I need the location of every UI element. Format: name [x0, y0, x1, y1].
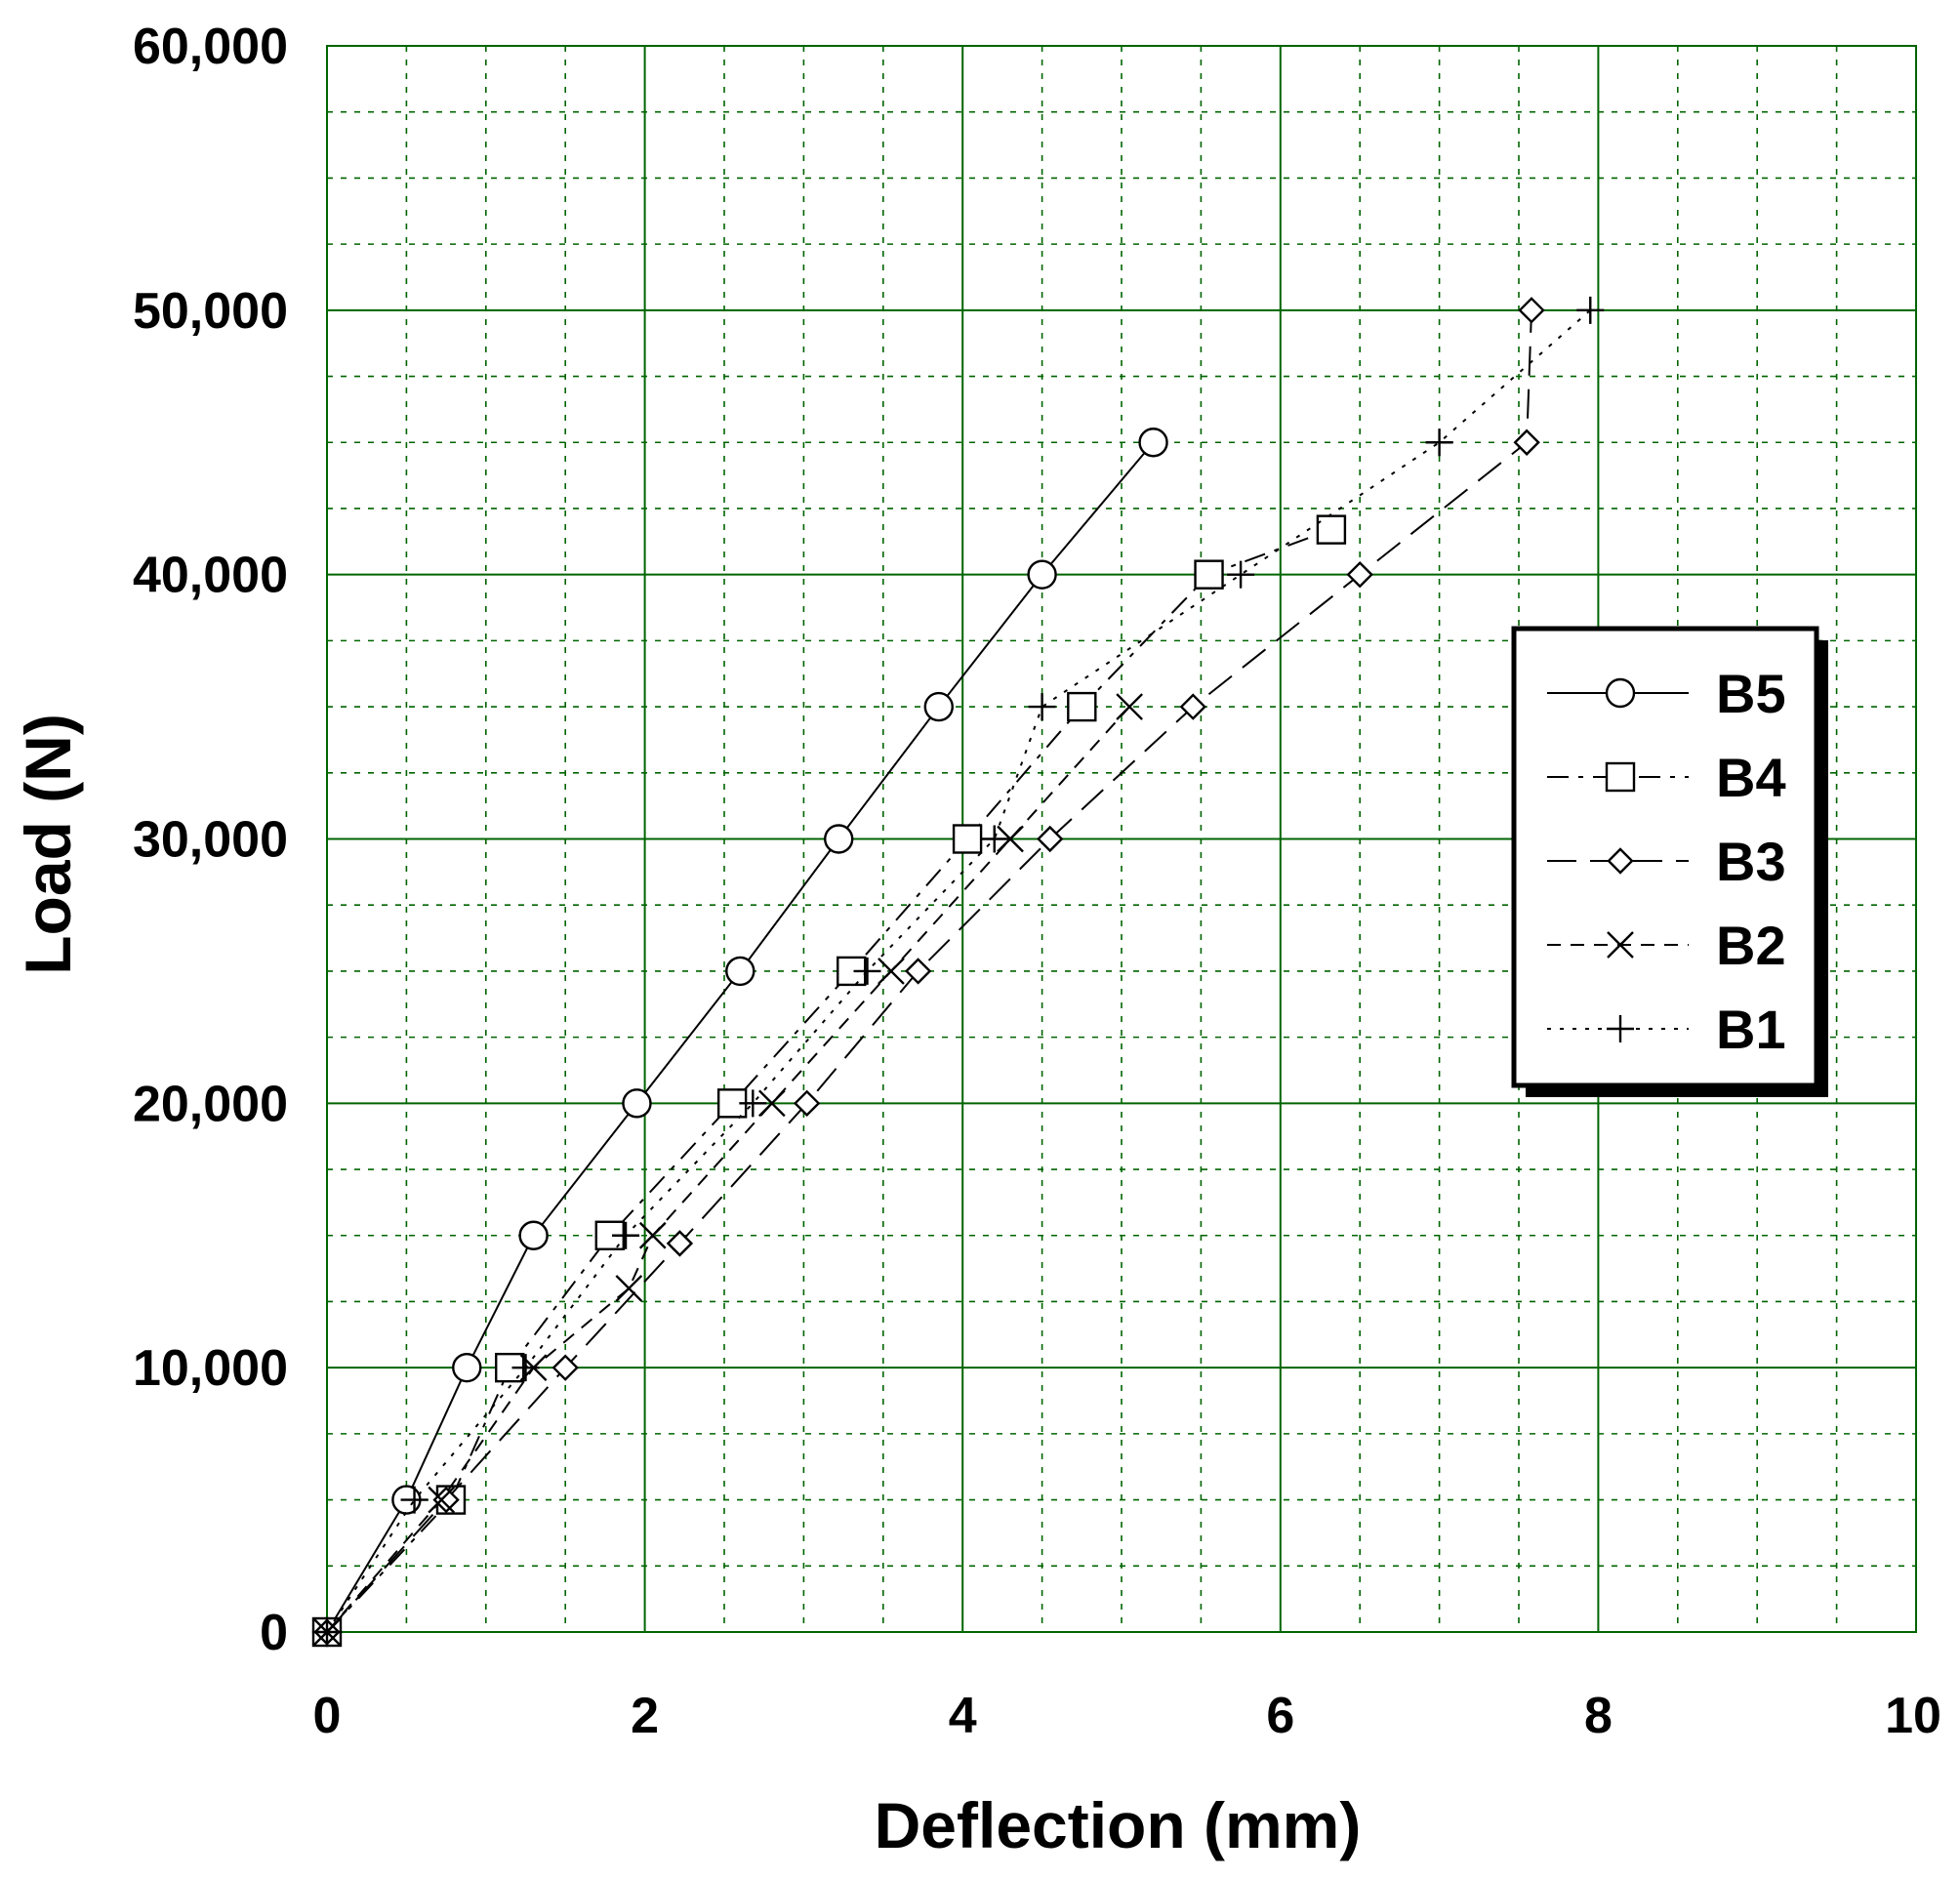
data-point	[1116, 693, 1143, 720]
data-point	[400, 1486, 429, 1514]
legend-item-B2: B2	[1547, 915, 1786, 976]
data-point	[1346, 560, 1373, 589]
data-point	[612, 1221, 640, 1249]
x-tick-label: 0	[313, 1688, 342, 1744]
x-axis-ticks: 0 2 4 6 8 10	[313, 1688, 1941, 1744]
data-point	[1037, 825, 1064, 853]
data-point	[511, 1354, 540, 1382]
data-point	[725, 956, 755, 987]
data-point	[1227, 560, 1255, 589]
data-point	[1179, 693, 1206, 720]
legend-marker	[1607, 931, 1634, 959]
series-line	[326, 528, 1332, 1633]
series-layer	[311, 296, 1605, 1648]
legend-items: B5 B4 B3 B2 B1	[1547, 663, 1786, 1060]
data-point	[1316, 514, 1347, 545]
legend-item-B3: B3	[1547, 831, 1786, 892]
data-point	[1576, 296, 1605, 324]
data-point	[452, 1352, 482, 1383]
x-tick-label: 8	[1584, 1688, 1613, 1744]
series-B2	[313, 693, 1143, 1646]
data-point	[615, 1275, 643, 1302]
series-B1	[313, 296, 1605, 1646]
x-tick-label: 4	[949, 1688, 977, 1744]
series-line	[326, 441, 1155, 1633]
legend-marker	[1605, 761, 1636, 793]
legend-label: B2	[1716, 915, 1786, 976]
data-point	[638, 1221, 667, 1249]
legend-label: B5	[1716, 663, 1786, 724]
data-point	[980, 825, 1008, 853]
data-point	[793, 1089, 821, 1118]
data-point	[923, 691, 954, 722]
y-tick-label: 30,000	[133, 812, 288, 869]
legend-label: B1	[1716, 999, 1786, 1060]
x-tick-label: 10	[1885, 1688, 1941, 1744]
data-point	[1028, 693, 1056, 721]
legend-label: B4	[1716, 747, 1786, 808]
legend-item-B1: B1	[1547, 999, 1786, 1060]
data-point	[1425, 429, 1453, 457]
legend-label: B3	[1716, 831, 1786, 892]
y-axis-ticks: 0 10,000 20,000 30,000 40,000 50,000 60,000	[133, 19, 288, 1661]
data-point	[1138, 428, 1168, 458]
data-point	[518, 1220, 549, 1250]
data-point	[666, 1230, 694, 1257]
legend: B5 B4 B3 B2 B1	[1511, 626, 1828, 1097]
data-point	[313, 1618, 341, 1646]
y-tick-label: 20,000	[133, 1076, 288, 1132]
data-point	[878, 958, 905, 985]
data-point	[1027, 559, 1057, 590]
legend-marker	[1607, 847, 1634, 875]
data-point	[622, 1088, 652, 1119]
series-B4	[311, 514, 1347, 1648]
data-point	[1067, 691, 1097, 722]
data-point	[904, 958, 932, 985]
y-tick-label: 0	[260, 1605, 288, 1661]
legend-item-B5: B5	[1547, 663, 1786, 724]
y-tick-label: 10,000	[133, 1340, 288, 1397]
data-point	[551, 1354, 579, 1381]
plot-frame	[326, 45, 1917, 1633]
data-point	[428, 1486, 456, 1514]
data-point	[997, 825, 1024, 853]
data-point	[757, 1089, 786, 1118]
data-point	[824, 824, 854, 854]
y-tick-label: 60,000	[133, 19, 288, 75]
legend-marker	[1605, 677, 1636, 709]
data-point	[1518, 297, 1545, 324]
x-tick-label: 6	[1266, 1688, 1294, 1744]
y-tick-label: 40,000	[133, 548, 288, 604]
legend-item-B4: B4	[1547, 747, 1786, 808]
x-axis-title: Deflection (mm)	[875, 1789, 1362, 1861]
series-B3	[313, 297, 1545, 1646]
x-tick-label: 2	[631, 1688, 659, 1744]
y-axis-title: Load (N)	[12, 714, 84, 975]
data-point	[952, 824, 983, 854]
data-point	[739, 1089, 767, 1118]
legend-marker	[1607, 1015, 1634, 1042]
data-point	[1513, 429, 1540, 456]
legend-box	[1511, 626, 1819, 1088]
data-point	[1194, 559, 1224, 590]
data-point	[853, 957, 881, 985]
y-tick-label: 50,000	[133, 283, 288, 340]
